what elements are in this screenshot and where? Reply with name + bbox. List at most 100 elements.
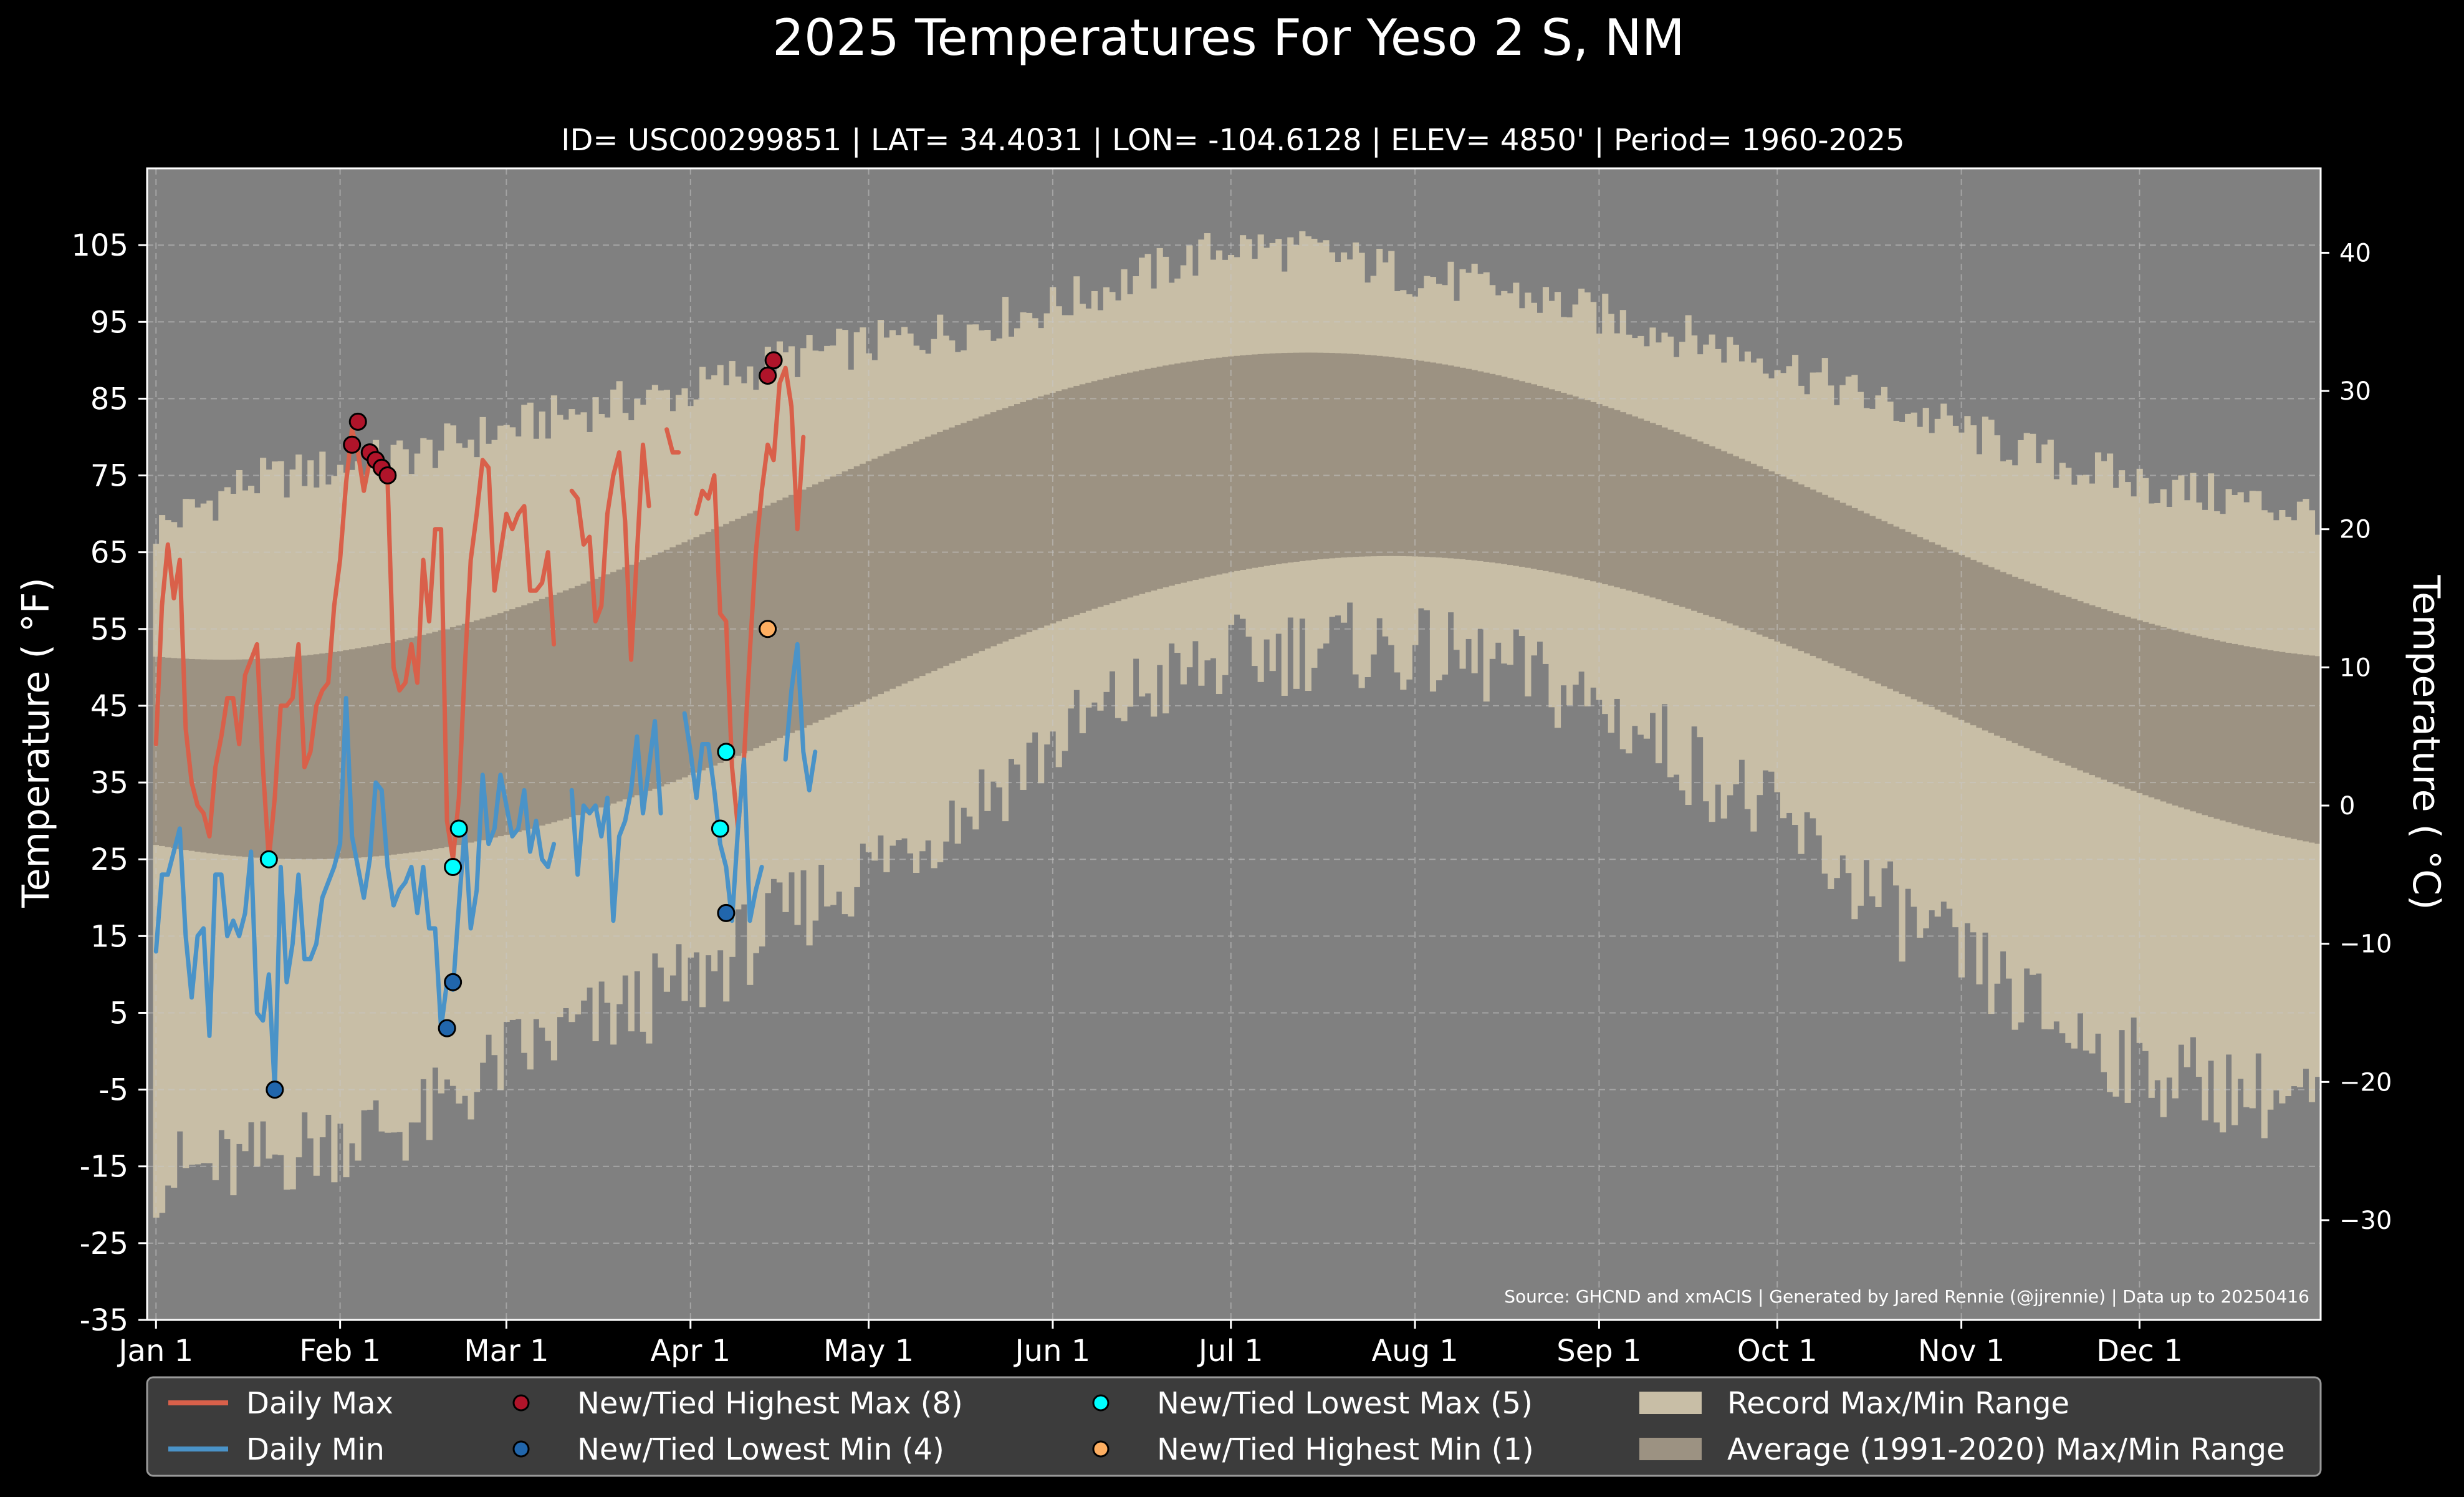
normal-range-bar — [456, 625, 463, 845]
normal-range-bar — [1584, 400, 1591, 580]
record-point — [438, 1019, 456, 1037]
normal-range-bar — [2202, 637, 2208, 816]
normal-range-bar — [1715, 448, 1722, 619]
normal-range-bar — [1109, 377, 1116, 604]
normal-range-bar — [2053, 592, 2060, 761]
normal-range-bar — [1821, 494, 1828, 661]
normal-range-bar — [1335, 353, 1341, 558]
y-axis-label: Temperature ( °F) — [14, 577, 58, 908]
normal-range-bar — [1020, 402, 1027, 635]
y-tick-label: 75 — [90, 459, 128, 494]
normal-range-bar — [1542, 387, 1550, 571]
normal-range-bar — [818, 481, 825, 720]
normal-range-bar — [990, 412, 997, 647]
normal-range-bar — [883, 453, 890, 691]
normal-range-bar — [2089, 605, 2096, 776]
normal-range-bar — [1299, 352, 1306, 561]
normal-range-bar — [1038, 396, 1045, 628]
normal-range-bar — [2035, 585, 2042, 754]
normal-range-bar — [1626, 414, 1632, 591]
record-point — [259, 850, 278, 869]
normal-range-bar — [1162, 365, 1169, 588]
y2-tick-label: 0 — [2339, 792, 2355, 821]
normal-range-bar — [2303, 655, 2309, 842]
normal-range-bar — [467, 622, 474, 843]
normal-range-bar — [426, 633, 433, 850]
normal-range-bar — [1388, 357, 1395, 556]
normal-range-bar — [788, 494, 795, 733]
normal-range-bar — [2059, 594, 2066, 763]
normal-range-bar — [1518, 381, 1525, 567]
normal-range-bar — [159, 657, 166, 846]
normal-range-bar — [171, 658, 178, 849]
normal-range-bar — [1269, 353, 1276, 566]
normal-range-bar — [1828, 498, 1834, 663]
normal-range-bar — [165, 657, 171, 847]
record-point — [759, 620, 777, 638]
normal-range-bar — [1198, 360, 1205, 579]
normal-range-bar — [1346, 354, 1353, 557]
normal-range-bar — [770, 503, 777, 741]
normal-range-bar — [1946, 549, 1953, 715]
record-point — [343, 435, 362, 454]
record-point — [764, 351, 783, 370]
y-tick-label: 105 — [71, 228, 128, 263]
normal-range-bar — [1637, 418, 1644, 594]
normal-range-bar — [824, 479, 831, 718]
normal-range-bar — [1857, 511, 1864, 676]
normal-range-bar — [651, 554, 658, 789]
normal-range-bar — [1940, 547, 1947, 713]
normal-range-bar — [1964, 557, 1971, 723]
normal-range-bar — [1875, 518, 1882, 684]
normal-range-bar — [1097, 379, 1104, 607]
normal-range-bar — [461, 623, 469, 844]
normal-range-bar — [1839, 503, 1846, 668]
chart-title: 2025 Temperatures For Yeso 2 S, NM — [772, 9, 1685, 67]
normal-range-bar — [1910, 534, 1917, 700]
normal-range-bar — [277, 657, 284, 859]
normal-range-bar — [675, 544, 683, 780]
normal-range-bar — [176, 658, 183, 849]
normal-range-bar — [580, 584, 587, 814]
normal-range-bar — [367, 646, 373, 857]
normal-range-bar — [1174, 363, 1181, 585]
normal-range-bar — [2249, 647, 2256, 829]
normal-range-bar — [2255, 648, 2262, 830]
normal-range-bar — [2107, 611, 2114, 782]
normal-range-bar — [449, 627, 457, 846]
normal-range-bar — [1328, 353, 1336, 559]
normal-range-bar — [1079, 384, 1086, 613]
normal-range-bar — [2291, 653, 2298, 839]
normal-range-bar — [2136, 620, 2143, 793]
normal-range-bar — [1536, 385, 1543, 570]
normal-range-bar — [1139, 370, 1146, 594]
normal-range-bar — [1376, 355, 1383, 556]
x-tick-label: Feb 1 — [299, 1334, 381, 1369]
normal-range-bar — [1845, 505, 1852, 671]
x-tick-label: Mar 1 — [464, 1334, 549, 1369]
normal-range-bar — [640, 559, 646, 793]
normal-range-bar — [1323, 352, 1330, 559]
normal-range-bar — [1489, 373, 1496, 563]
y-tick-label: 15 — [90, 919, 128, 954]
y-tick-label: -35 — [80, 1303, 128, 1338]
record-range-bar — [2202, 509, 2208, 1120]
normal-range-bar — [984, 414, 991, 649]
record-point — [759, 366, 777, 385]
normal-range-bar — [1661, 427, 1668, 602]
normal-range-bar — [295, 656, 302, 860]
normal-range-bar — [218, 660, 225, 855]
normal-range-bar — [2018, 579, 2025, 746]
normal-range-bar — [206, 659, 213, 854]
normal-range-bar — [1881, 521, 1888, 686]
legend-label: Average (1991-2020) Max/Min Range — [1727, 1432, 2285, 1467]
legend-dot-swatch — [1092, 1394, 1110, 1412]
normal-range-bar — [557, 592, 563, 821]
x-tick-label: Nov 1 — [1918, 1334, 2005, 1369]
normal-range-bar — [1293, 352, 1300, 562]
normal-range-bar — [385, 642, 391, 855]
normal-range-bar — [236, 659, 243, 857]
legend-label: Record Max/Min Range — [1727, 1386, 2069, 1421]
normal-range-bar — [1275, 353, 1282, 564]
normal-range-bar — [266, 658, 272, 859]
